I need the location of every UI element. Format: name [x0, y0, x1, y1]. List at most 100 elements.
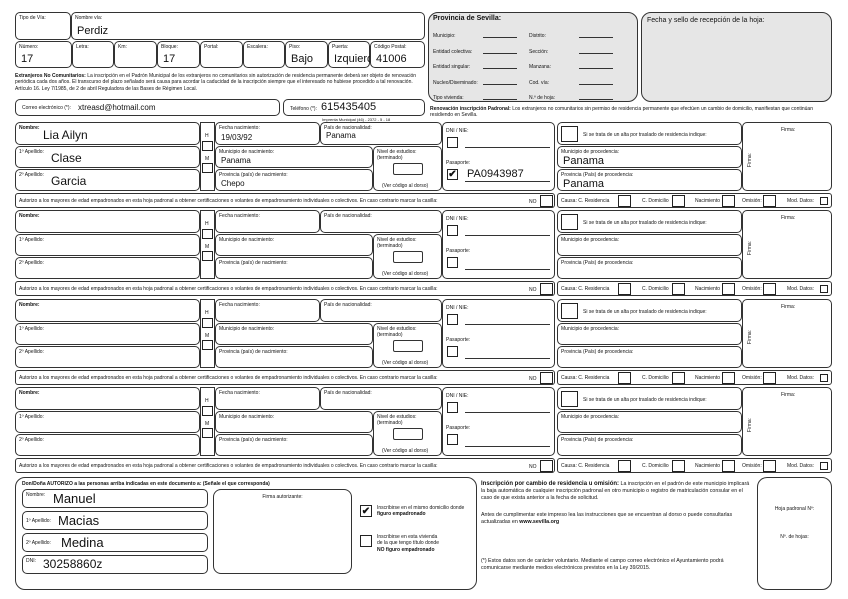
sex-m-checkbox[interactable]: [202, 251, 213, 261]
email-field[interactable]: Correo electrónico (*): xtreasd@hotmail.c…: [15, 99, 280, 116]
firma-box[interactable]: Firma: Firma:: [742, 387, 832, 456]
apellido2-field[interactable]: 2º Apellido:: [15, 434, 200, 456]
c-residencia-checkbox[interactable]: [618, 195, 631, 207]
mod-datos-checkbox[interactable]: [820, 197, 828, 205]
portal-field[interactable]: Portal:: [200, 41, 243, 68]
sex-m-checkbox[interactable]: [202, 163, 213, 173]
mod-datos-checkbox[interactable]: [820, 285, 828, 293]
municipio-procedencia-field[interactable]: Municipio de procedencia:: [557, 411, 742, 433]
sex-h-checkbox[interactable]: [202, 406, 213, 416]
municipio-procedencia-field[interactable]: Municipio de procedencia:: [557, 323, 742, 345]
pais-field[interactable]: País de nacionalidad:: [320, 299, 442, 322]
apellido1-field[interactable]: 1º Apellido:: [15, 411, 200, 433]
dni-checkbox[interactable]: [447, 402, 458, 413]
sevilla-link[interactable]: www.sevilla.org: [519, 519, 560, 525]
pasaporte-checkbox[interactable]: [447, 434, 458, 445]
dni-checkbox[interactable]: [447, 225, 458, 236]
firma-autorizante-box[interactable]: Firma autorizante:: [213, 489, 352, 574]
sex-h-checkbox[interactable]: [202, 141, 213, 151]
escalera-field[interactable]: Escalera:: [243, 41, 285, 68]
no-checkbox[interactable]: [540, 372, 553, 384]
pais-field[interactable]: País de nacionalidad:: [320, 387, 442, 410]
numero-field[interactable]: Número: 17: [15, 41, 72, 68]
nivel-input[interactable]: [393, 428, 423, 440]
nombre-field[interactable]: Nombre:: [15, 210, 200, 233]
mod-datos-checkbox[interactable]: [820, 374, 828, 382]
provincia-nacimiento-field[interactable]: Provincia (país) de nacimiento:: [215, 434, 373, 456]
nivel-estudios-field[interactable]: Nivel de estudios: (terminado) (Ver códig…: [373, 146, 442, 191]
apellido2-field[interactable]: 2º Apellido:: [15, 346, 200, 368]
piso-field[interactable]: Piso: Bajo: [285, 41, 328, 68]
firma-box[interactable]: Firma: Firma:: [742, 299, 832, 368]
option-new-address-checkbox[interactable]: [360, 535, 372, 547]
mod-datos-checkbox[interactable]: [820, 462, 828, 470]
km-field[interactable]: Km:: [114, 41, 157, 68]
c-residencia-checkbox[interactable]: [618, 283, 631, 295]
no-checkbox[interactable]: [540, 283, 553, 295]
municipio-procedencia-field[interactable]: Municipio de procedencia: Panama: [557, 146, 742, 168]
nacimiento-checkbox[interactable]: [722, 460, 735, 472]
apellido1-field[interactable]: 1º Apellido:: [15, 234, 200, 256]
cp-field[interactable]: Código Postal: 41006: [370, 41, 425, 68]
firma-box[interactable]: Firma: Firma:: [742, 122, 832, 191]
provincia-procedencia-field[interactable]: Provincia (País) de procedencia: Panama: [557, 169, 742, 191]
traslado-checkbox[interactable]: [561, 391, 578, 407]
municipio-nacimiento-field[interactable]: Municipio de nacimiento: Panama: [215, 146, 373, 168]
auth-ap1-field[interactable]: 1º Apellido: Macias: [22, 511, 208, 530]
provincia-procedencia-field[interactable]: Provincia (País) de procedencia:: [557, 434, 742, 456]
c-residencia-checkbox[interactable]: [618, 460, 631, 472]
c-domicilio-checkbox[interactable]: [672, 195, 685, 207]
fecha-nacimiento-field[interactable]: Fecha nacimiento:: [215, 210, 320, 233]
nivel-estudios-field[interactable]: Nivel de estudios: (terminado) (Ver códig…: [373, 323, 442, 368]
dni-checkbox[interactable]: [447, 314, 458, 325]
apellido1-field[interactable]: 1º Apellido:: [15, 323, 200, 345]
nacimiento-checkbox[interactable]: [722, 283, 735, 295]
pasaporte-checkbox[interactable]: [447, 257, 458, 268]
no-checkbox[interactable]: [540, 460, 553, 472]
nivel-input[interactable]: [393, 251, 423, 263]
sex-m-checkbox[interactable]: [202, 428, 213, 438]
traslado-checkbox[interactable]: [561, 214, 578, 230]
nivel-input[interactable]: [393, 163, 423, 175]
tipo-via-field[interactable]: Tipo de Vía:: [15, 12, 71, 40]
auth-ap2-field[interactable]: 2º Apellido: Medina: [22, 533, 208, 552]
pais-field[interactable]: País de nacionalidad:: [320, 210, 442, 233]
pasaporte-checkbox[interactable]: ✔: [447, 169, 458, 180]
municipio-procedencia-field[interactable]: Municipio de procedencia:: [557, 234, 742, 256]
omision-checkbox[interactable]: [763, 460, 776, 472]
c-domicilio-checkbox[interactable]: [672, 460, 685, 472]
omision-checkbox[interactable]: [763, 372, 776, 384]
nombre-field[interactable]: Nombre: Lia Ailyn: [15, 122, 200, 145]
phone-field[interactable]: Teléfono (*): 615435405: [283, 99, 425, 116]
provincia-nacimiento-field[interactable]: Provincia (país) de nacimiento:: [215, 346, 373, 368]
letra-field[interactable]: Letra:: [72, 41, 114, 68]
omision-checkbox[interactable]: [763, 283, 776, 295]
pais-field[interactable]: País de nacionalidad: Panama: [320, 122, 442, 145]
apellido1-field[interactable]: 1º Apellido: Clase: [15, 146, 200, 168]
pasaporte-checkbox[interactable]: [447, 346, 458, 357]
nacimiento-checkbox[interactable]: [722, 195, 735, 207]
nombre-field[interactable]: Nombre:: [15, 299, 200, 322]
provincia-procedencia-field[interactable]: Provincia (País) de procedencia:: [557, 346, 742, 368]
provincia-procedencia-field[interactable]: Provincia (País) de procedencia:: [557, 257, 742, 279]
provincia-nacimiento-field[interactable]: Provincia (país) de nacimiento: Chepo: [215, 169, 373, 191]
municipio-nacimiento-field[interactable]: Municipio de nacimiento:: [215, 411, 373, 433]
puerta-field[interactable]: Puerta: Izquierda: [328, 41, 370, 68]
nivel-estudios-field[interactable]: Nivel de estudios: (terminado) (Ver códig…: [373, 234, 442, 279]
bloque-field[interactable]: Bloque: 17: [157, 41, 200, 68]
fecha-nacimiento-field[interactable]: Fecha nacimiento:: [215, 387, 320, 410]
auth-dni-field[interactable]: DNI: 30258860z: [22, 555, 208, 574]
sex-h-checkbox[interactable]: [202, 229, 213, 239]
municipio-nacimiento-field[interactable]: Municipio de nacimiento:: [215, 234, 373, 256]
nacimiento-checkbox[interactable]: [722, 372, 735, 384]
omision-checkbox[interactable]: [763, 195, 776, 207]
municipio-nacimiento-field[interactable]: Municipio de nacimiento:: [215, 323, 373, 345]
apellido2-field[interactable]: 2º Apellido:: [15, 257, 200, 279]
firma-box[interactable]: Firma: Firma:: [742, 210, 832, 279]
no-checkbox[interactable]: [540, 195, 553, 207]
option-same-address-checkbox[interactable]: ✔: [360, 505, 372, 517]
sex-h-checkbox[interactable]: [202, 318, 213, 328]
provincia-nacimiento-field[interactable]: Provincia (país) de nacimiento:: [215, 257, 373, 279]
c-residencia-checkbox[interactable]: [618, 372, 631, 384]
sex-m-checkbox[interactable]: [202, 340, 213, 350]
